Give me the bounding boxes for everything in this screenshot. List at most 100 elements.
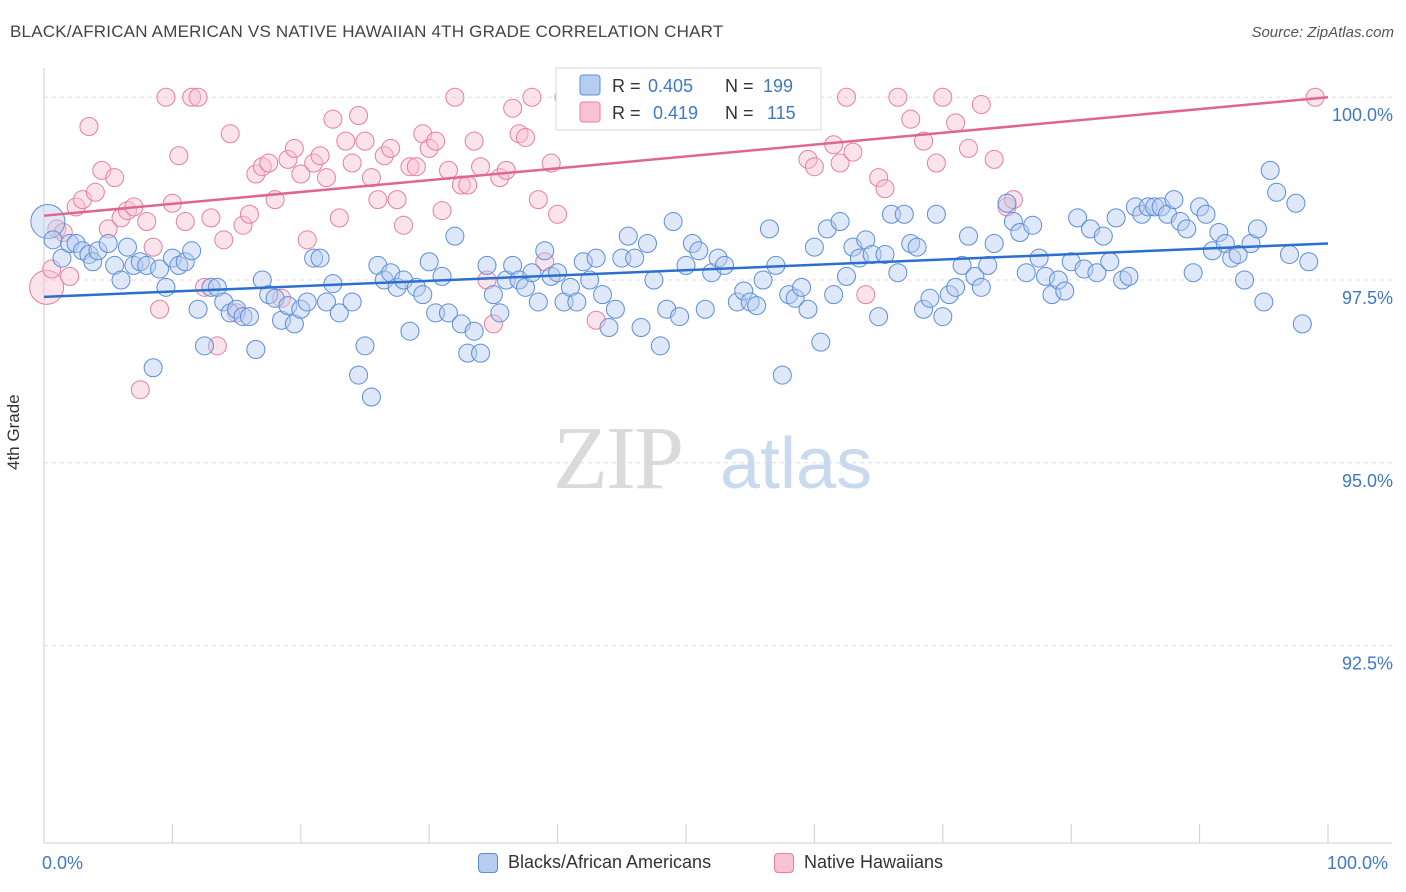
- blue-point-22: [182, 241, 202, 261]
- pink-point-50: [355, 131, 375, 151]
- blue-point-117: [804, 237, 824, 257]
- blue-point-155: [1055, 281, 1075, 301]
- pink-point-31: [233, 215, 253, 235]
- blue-point-90: [625, 248, 645, 268]
- pink-point-17: [143, 237, 163, 257]
- blue-point-76: [535, 241, 555, 261]
- pink-point-13: [117, 201, 137, 221]
- trend-lines: [43, 96, 1329, 299]
- blue-point-161: [1093, 226, 1113, 246]
- blue-point-149: [1016, 263, 1036, 283]
- pink-point-93: [798, 149, 818, 169]
- blue-point-0: [30, 204, 66, 240]
- x-tick-label-max: 100.0%: [1327, 853, 1389, 873]
- pink-point-57: [400, 157, 420, 177]
- blue-point-78: [548, 263, 568, 283]
- y-tick-label-0: 100.0%: [1332, 105, 1393, 125]
- blue-point-16: [143, 358, 163, 378]
- pink-point-16: [137, 212, 157, 232]
- blue-point-39: [291, 299, 311, 319]
- pink-trend-line: [43, 96, 1329, 217]
- pink-point-112: [1003, 190, 1023, 210]
- blue-point-179: [1209, 223, 1229, 243]
- blue-point-89: [618, 226, 638, 246]
- chart-title: BLACK/AFRICAN AMERICAN VS NATIVE HAWAIIA…: [10, 22, 724, 41]
- blue-point-21: [175, 252, 195, 272]
- legend-swatch-pink: [579, 101, 601, 123]
- blue-point-130: [888, 263, 908, 283]
- blue-point-151: [1029, 248, 1049, 268]
- pink-point-56: [394, 215, 414, 235]
- pink-point-66: [458, 175, 478, 195]
- blue-point-165: [1119, 266, 1139, 286]
- legend-n-label-2: N =: [725, 103, 754, 123]
- pink-point-8: [85, 182, 105, 202]
- legend-swatch-blue: [579, 74, 601, 96]
- pink-point-70: [483, 314, 503, 334]
- legend-n-label-1: N =: [725, 76, 754, 96]
- pink-point-98: [843, 142, 863, 162]
- blue-point-81: [567, 292, 587, 312]
- y-tick-label-2: 95.0%: [1342, 471, 1393, 491]
- x-tick-label-min: 0.0%: [42, 853, 84, 873]
- blue-point-69: [490, 303, 510, 323]
- pink-point-4: [60, 266, 80, 286]
- blue-point-177: [1196, 204, 1216, 224]
- blue-point-132: [901, 233, 921, 253]
- blue-point-115: [792, 277, 812, 297]
- blue-point-87: [605, 299, 625, 319]
- blue-point-174: [1177, 219, 1197, 239]
- blue-point-108: [747, 296, 767, 316]
- blue-point-43: [316, 292, 336, 312]
- pink-point-44: [316, 168, 336, 188]
- blue-point-139: [946, 277, 966, 297]
- bottom-legend-item-blacks: Blacks/African Americans: [478, 852, 711, 873]
- blue-point-40: [297, 292, 317, 312]
- blue-point-157: [1068, 208, 1088, 228]
- blue-point-150: [1023, 215, 1043, 235]
- legend-r-value-1: 0.405: [648, 76, 693, 96]
- blue-point-32: [246, 339, 266, 359]
- blue-point-30: [233, 307, 253, 327]
- blue-point-154: [1048, 270, 1068, 290]
- bottom-legend: Blacks/African Americans Native Hawaiian…: [0, 852, 1406, 878]
- blue-point-41: [304, 248, 324, 268]
- pink-point-38: [278, 149, 298, 169]
- blue-trend-line: [43, 242, 1329, 299]
- pink-point-58: [406, 157, 426, 177]
- blue-point-75: [528, 292, 548, 312]
- blue-point-55: [400, 321, 420, 341]
- pink-point-34: [252, 157, 272, 177]
- pink-point-95: [824, 135, 844, 155]
- blue-point-173: [1170, 212, 1190, 232]
- blue-point-85: [593, 285, 613, 305]
- pink-point-32: [239, 204, 259, 224]
- pink-point-73: [503, 98, 523, 118]
- pink-point-29: [220, 124, 240, 144]
- blue-point-158: [1074, 259, 1094, 279]
- blue-point-19: [162, 248, 182, 268]
- blue-point-138: [939, 285, 959, 305]
- blue-point-7: [83, 252, 103, 272]
- blue-point-188: [1267, 182, 1287, 202]
- pink-point-62: [432, 201, 452, 221]
- pink-point-109: [971, 95, 991, 115]
- pink-point-75: [516, 127, 535, 147]
- blue-point-160: [1087, 263, 1107, 283]
- pink-point-61: [426, 131, 446, 151]
- pink-point-39: [284, 138, 304, 158]
- pink-point-43: [310, 146, 330, 166]
- blue-point-91: [631, 318, 651, 338]
- pink-point-42: [304, 153, 324, 173]
- blue-point-107: [740, 292, 760, 312]
- blue-point-128: [875, 244, 895, 264]
- pink-point-103: [901, 109, 921, 129]
- pink-point-19: [156, 87, 176, 107]
- pink-point-72: [496, 160, 516, 180]
- blue-point-187: [1260, 160, 1280, 180]
- blue-point-84: [586, 248, 606, 268]
- series-blacks-african-americans: [30, 160, 1319, 407]
- pink-point-96: [830, 153, 850, 173]
- blue-point-17: [150, 259, 170, 279]
